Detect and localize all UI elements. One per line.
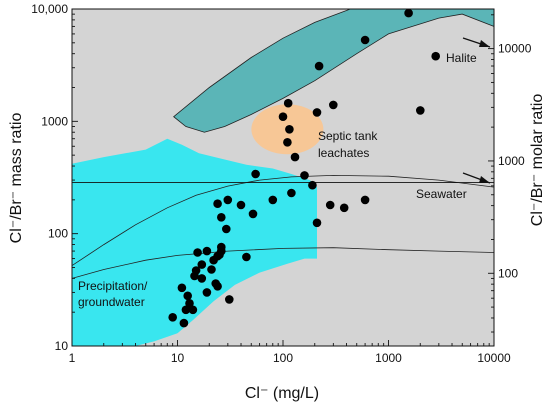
data-point (325, 200, 335, 210)
data-point (191, 266, 201, 275)
plot-layer: 1 10 100 1000 1000010100100010,0001001000100… (31, 2, 531, 365)
x-tick-label: 1 (69, 351, 76, 365)
data-point (278, 112, 288, 121)
data-point (339, 203, 349, 213)
data-point (283, 98, 293, 108)
septic-label-line2: leachates (318, 146, 369, 160)
data-point (185, 299, 194, 308)
data-point (290, 152, 300, 162)
data-point (225, 295, 234, 304)
data-point (312, 218, 322, 228)
septic-label-line1: Septic tank (318, 129, 378, 143)
tick-labels: 1 10 100 1000 1000010100100010,0001001000100… (31, 2, 531, 365)
data-point (193, 248, 202, 257)
data-point (416, 106, 425, 115)
data-point (314, 61, 324, 71)
data-point (223, 195, 233, 205)
y2-tick-label: 10000 (498, 42, 532, 56)
data-point (312, 108, 322, 117)
halite-label: Halite (446, 51, 477, 65)
data-point (202, 246, 212, 256)
halite-arrowhead (479, 40, 490, 47)
halite-band (173, 9, 494, 133)
y-tick-label: 100 (48, 227, 68, 241)
precipitation-groundwater-field (72, 138, 317, 346)
seawater-arrowhead (479, 176, 490, 183)
data-point (188, 305, 198, 315)
x-tick-label: 1000 (375, 351, 402, 365)
data-point (242, 252, 251, 262)
data-point (197, 260, 207, 269)
data-point (202, 288, 212, 297)
y-axis-title: Cl⁻/Br⁻ mass ratio (8, 113, 25, 244)
data-point (251, 169, 260, 179)
data-point (287, 188, 296, 198)
data-point (431, 51, 441, 61)
data-point (404, 8, 413, 18)
data-point (179, 318, 189, 328)
x-tick-label: 100 (273, 351, 293, 365)
data-point (183, 291, 192, 301)
data-point (222, 224, 231, 234)
precip-label-line2: groundwater (78, 295, 145, 309)
data-point (236, 200, 246, 210)
data-point (360, 195, 370, 205)
data-point (248, 209, 258, 219)
x-tick-label: 10000 (477, 351, 511, 365)
data-point (308, 180, 317, 190)
y2-tick-label: 1000 (498, 154, 525, 168)
data-points (168, 8, 441, 328)
data-point (181, 305, 191, 315)
x-axis-title: Cl⁻ (mg/L) (245, 385, 319, 402)
data-point (168, 313, 177, 322)
x-tick-label: 10 (171, 351, 185, 365)
y-tick-label: 10,000 (31, 2, 68, 16)
mixing-curve-lower (72, 247, 494, 279)
mixing-curve-upper (72, 174, 494, 266)
y2-tick-label: 100 (498, 266, 518, 280)
data-point (360, 35, 370, 45)
y-tick-label: 1000 (41, 114, 68, 128)
precip-label-line1: Precipitation/ (78, 279, 148, 293)
data-point (217, 242, 226, 252)
data-point (177, 283, 187, 293)
data-point (285, 125, 294, 134)
axis-ticks (71, 8, 495, 347)
data-point (213, 282, 222, 291)
data-point (217, 213, 226, 222)
data-point (197, 274, 207, 283)
seawater-label: Seawater (416, 187, 467, 201)
data-point (213, 199, 222, 208)
y-tick-label: 10 (55, 339, 69, 353)
data-point (329, 100, 338, 110)
data-point (283, 138, 292, 147)
y2-axis-title: Cl⁻/Br⁻ molar ratio (529, 94, 546, 227)
data-point (207, 265, 216, 274)
data-point (300, 171, 309, 180)
data-point (268, 195, 278, 205)
